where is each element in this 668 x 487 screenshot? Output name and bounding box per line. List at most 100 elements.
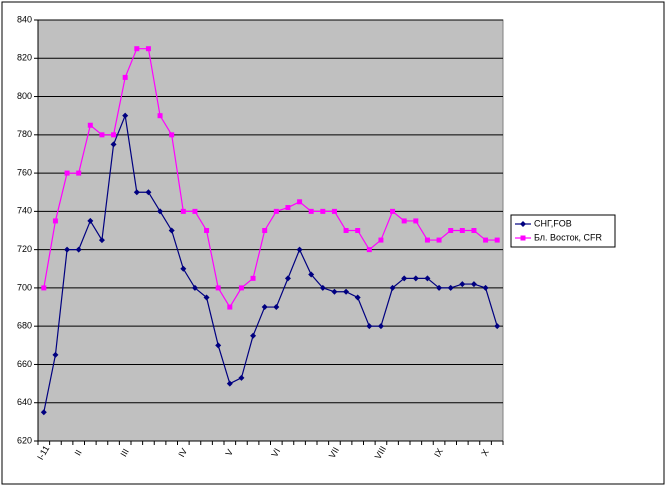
marker: [226, 380, 233, 387]
y-tick-label: 680: [17, 321, 32, 331]
x-tick-label: V: [223, 448, 235, 458]
legend-label: СНГ,FOB: [534, 218, 572, 228]
marker: [238, 285, 244, 291]
x-tick-label: X: [479, 448, 491, 458]
series-line: [43, 113, 498, 413]
marker: [459, 228, 465, 233]
marker: [75, 246, 82, 253]
marker: [483, 237, 489, 243]
x-tick-label: II: [73, 448, 84, 457]
plot-area: [37, 19, 504, 442]
marker: [366, 247, 372, 253]
y-tick-label: 620: [17, 435, 32, 445]
marker: [169, 132, 175, 138]
marker: [192, 208, 198, 214]
marker: [227, 304, 233, 310]
marker: [355, 228, 361, 233]
marker: [110, 141, 117, 148]
legend-marker: [520, 235, 526, 241]
marker: [482, 284, 489, 291]
marker: [145, 189, 152, 196]
marker: [308, 271, 315, 278]
marker: [52, 351, 59, 358]
marker: [390, 208, 396, 214]
marker: [448, 228, 454, 233]
marker: [366, 323, 373, 330]
marker: [203, 294, 210, 301]
series-line: [43, 48, 498, 309]
marker: [215, 342, 222, 349]
marker: [98, 237, 105, 244]
marker: [64, 170, 70, 176]
marker: [412, 275, 419, 282]
y-tick-label: 740: [17, 206, 32, 216]
marker: [250, 275, 256, 281]
marker: [354, 294, 361, 301]
marker: [494, 237, 500, 243]
marker: [133, 189, 140, 196]
marker: [284, 275, 291, 282]
legend-box: [510, 214, 616, 248]
legend-label: Бл. Восток, CFR: [534, 232, 603, 242]
marker: [157, 113, 163, 119]
legend-marker: [520, 221, 526, 227]
marker: [168, 227, 175, 234]
marker: [378, 237, 384, 243]
marker: [389, 284, 396, 291]
y-tick-label: 800: [17, 91, 32, 101]
x-tick-label: III: [118, 447, 130, 459]
marker: [122, 112, 129, 119]
y-tick-label: 700: [17, 282, 32, 292]
marker: [52, 218, 58, 224]
y-tick-label: 640: [17, 397, 32, 407]
marker: [87, 122, 93, 128]
marker: [331, 288, 338, 295]
marker: [285, 205, 291, 211]
marker: [471, 228, 477, 233]
marker: [41, 285, 47, 291]
marker: [180, 265, 187, 272]
marker: [204, 228, 210, 233]
y-tick-label: 660: [17, 359, 32, 369]
marker: [401, 275, 408, 282]
marker: [436, 237, 442, 243]
y-tick-label: 840: [17, 14, 32, 24]
marker: [424, 275, 431, 282]
marker: [319, 284, 326, 291]
marker: [238, 374, 245, 381]
marker: [297, 199, 303, 205]
marker: [343, 288, 350, 295]
y-tick-label: 720: [17, 244, 32, 254]
marker: [377, 323, 384, 330]
marker: [273, 304, 280, 311]
marker: [191, 284, 198, 291]
marker: [459, 281, 466, 288]
marker: [331, 208, 337, 214]
marker: [401, 218, 407, 224]
marker: [343, 228, 349, 233]
marker: [413, 218, 419, 224]
marker: [40, 409, 47, 416]
marker: [64, 246, 71, 253]
marker: [157, 208, 164, 215]
marker: [122, 74, 128, 80]
y-tick-label: 780: [17, 129, 32, 139]
marker: [87, 217, 94, 224]
marker: [145, 46, 151, 52]
marker: [262, 228, 268, 233]
marker: [273, 208, 279, 214]
marker: [494, 323, 501, 330]
marker: [111, 132, 117, 138]
y-tick-label: 820: [17, 53, 32, 63]
marker: [250, 332, 257, 339]
marker: [424, 237, 430, 243]
marker: [296, 246, 303, 253]
marker: [436, 284, 443, 291]
y-tick-label: 760: [17, 167, 32, 177]
marker: [215, 285, 221, 291]
marker: [308, 208, 314, 214]
marker: [76, 170, 82, 176]
marker: [320, 208, 326, 214]
marker: [180, 208, 186, 214]
